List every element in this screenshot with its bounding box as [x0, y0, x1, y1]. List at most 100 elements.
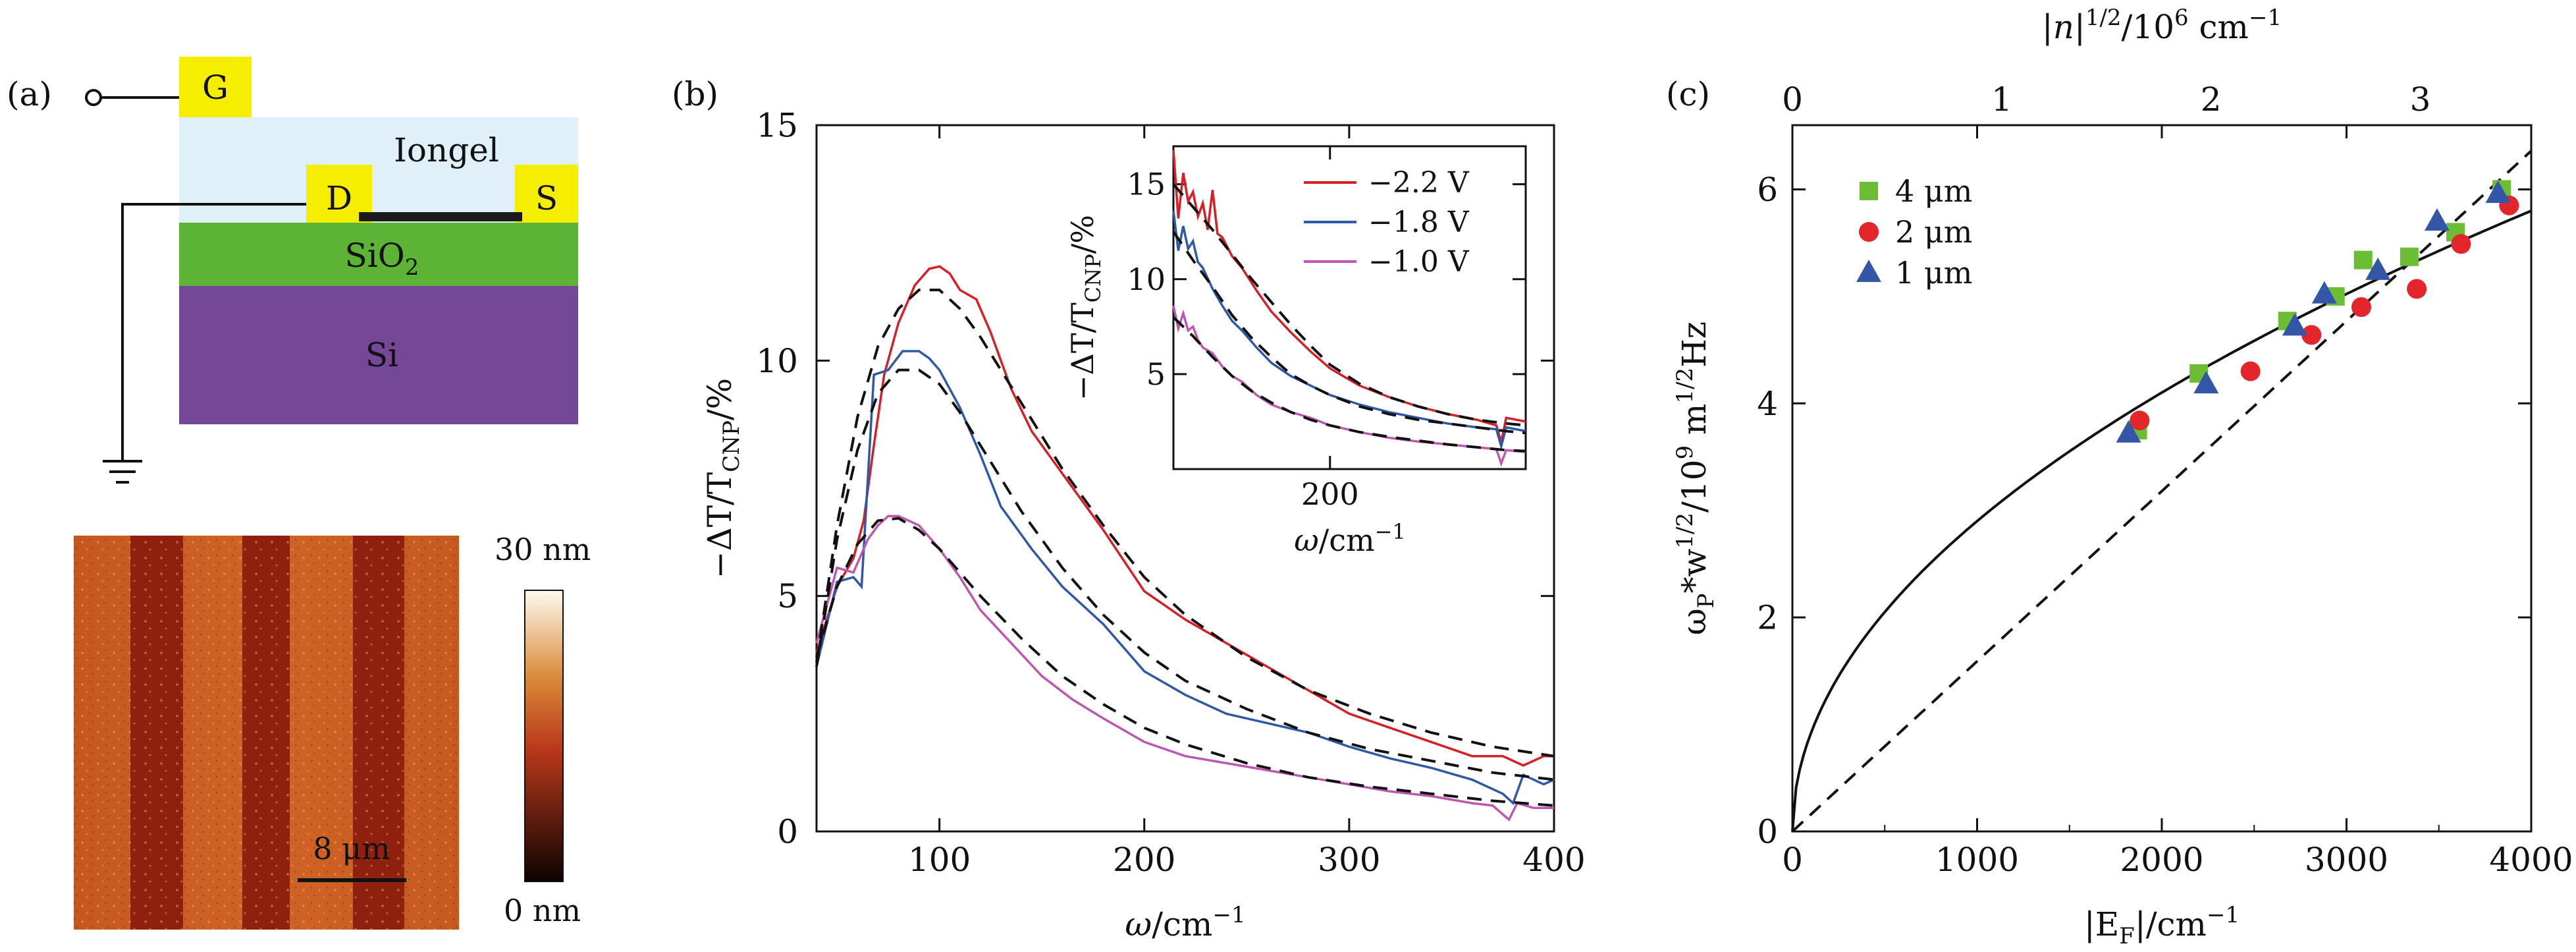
data-point-triangle [2485, 180, 2511, 203]
scale-bar-label: 8 μm [313, 831, 390, 866]
x-tick-label: 100 [908, 841, 971, 879]
legend-marker [1859, 222, 1879, 242]
afm-image: 8 μm [74, 536, 459, 930]
inset-x-tick-labels: 200 [1301, 476, 1359, 512]
legend-marker [1860, 182, 1878, 200]
legend-label: 4 μm [1895, 173, 1972, 209]
legend-label: −1.8 V [1368, 206, 1470, 239]
top-tick-label: 3 [2410, 80, 2431, 119]
sqrt-fit-line [1791, 210, 2532, 832]
plot-c-y-tick-labels: 0 2 4 6 [1757, 171, 1778, 851]
y-tick-label: 10 [756, 342, 798, 380]
inset-legend: −2.2 V −1.8 V −1.0 V [1304, 166, 1470, 279]
panel-c: (c) 0 1000 2000 3000 4000 0 1 2 3 0 2 4 6 4 μm 2 μm… [1666, 5, 2573, 949]
plot-c-y-axis-label: ωP*w1/2/109 m1/2Hz [1672, 322, 1719, 635]
gate-label: G [202, 69, 228, 107]
sio2-label: SiO2 [345, 237, 419, 281]
inset-series [1172, 150, 1526, 467]
inset-x-axis-label: ω/cm−1 [1294, 519, 1406, 558]
data-point-triangle [2116, 420, 2141, 443]
x-tick-label: 400 [1522, 841, 1585, 879]
top-tick-label: 1 [1991, 80, 2012, 119]
data-point-square [2400, 247, 2419, 266]
sio2-layer [179, 223, 578, 286]
plot-c-x-axis-label: |EF|/cm−1 [2084, 902, 2240, 949]
fit-line [1172, 183, 1526, 427]
top-tick-label: 0 [1782, 80, 1803, 119]
data-point-square [2353, 250, 2373, 269]
y-tick-label: 15 [1127, 167, 1166, 202]
series-line [815, 350, 1555, 806]
panel-a-label: (a) [7, 75, 52, 113]
colorbar-min-label: 0 nm [504, 893, 581, 928]
inset-y-tick-labels: 5 10 15 [1127, 167, 1166, 392]
source-label: S [535, 179, 558, 217]
data-point-circle [2130, 410, 2150, 431]
graphene-channel [359, 212, 522, 221]
legend-label: −1.0 V [1368, 245, 1470, 279]
gate-terminal-icon [85, 89, 102, 106]
x-tick-label: 4000 [2489, 841, 2573, 879]
plot-b-frame [815, 124, 1555, 833]
panel-b-label: (b) [672, 75, 718, 113]
data-point-triangle [2193, 371, 2219, 394]
linear-fit-line [1791, 150, 2533, 833]
data-point-triangle [2311, 281, 2337, 304]
data-point-triangle [2282, 313, 2307, 336]
inset-frame [1172, 145, 1527, 470]
top-tick-label: 2 [2201, 80, 2222, 119]
y-tick-label: 5 [777, 577, 798, 615]
x-tick-label: 1000 [1935, 841, 2019, 879]
data-point-circle [2407, 279, 2427, 299]
y-tick-label: 5 [1146, 356, 1166, 392]
data-point-triangle [2424, 208, 2450, 231]
x-tick-label: 0 [1782, 841, 1803, 879]
drain-wire [121, 203, 306, 461]
colorbar [524, 590, 564, 882]
plot-b-series [815, 265, 1555, 822]
y-tick-label: 10 [1127, 262, 1166, 297]
panel-b: (b) 100 200 300 400 0 5 10 15 ω/cm−1 −ΔT/TCNP/… [672, 75, 1586, 943]
data-point-circle [2301, 325, 2322, 345]
panel-a: (a) G Iongel D S SiO2 Si [7, 57, 591, 930]
data-point-circle [2351, 297, 2371, 318]
source-contact [515, 165, 578, 223]
plot-c-x-tick-labels: 0 1000 2000 3000 4000 [1782, 841, 2573, 879]
plot-c-top-tick-labels: 0 1 2 3 [1782, 80, 2430, 119]
gate-contact [179, 57, 252, 117]
y-tick-label: 6 [1757, 171, 1778, 209]
series-line [815, 265, 1554, 767]
y-tick-label: 2 [1757, 599, 1778, 637]
si-label: Si [365, 336, 398, 374]
plot-c-top-axis-label: |n|1/2/106 cm−1 [2042, 5, 2282, 46]
y-tick-label: 0 [1757, 813, 1778, 851]
y-tick-label: 0 [777, 813, 798, 851]
plot-c-markers [2116, 180, 2519, 443]
plot-c-fit-curves [1791, 150, 2533, 833]
series-line [815, 515, 1554, 822]
colorbar-max-label: 30 nm [495, 532, 591, 567]
si-layer [179, 286, 578, 424]
drain-label: D [326, 179, 352, 217]
legend-label: 1 μm [1895, 255, 1972, 291]
iongel-label: Iongel [394, 131, 499, 169]
panel-c-label: (c) [1666, 75, 1710, 113]
x-tick-label: 3000 [2305, 841, 2388, 879]
data-point-circle [2240, 361, 2261, 381]
legend-marker [1856, 260, 1881, 282]
x-tick-label: 300 [1318, 841, 1380, 879]
fit-line [815, 368, 1555, 781]
legend-label: 2 μm [1895, 214, 1972, 250]
plot-b-y-tick-labels: 0 5 10 15 [756, 107, 798, 851]
plot-b-x-axis-label: ω/cm−1 [1125, 902, 1245, 943]
plot-b-y-axis-label: −ΔT/TCNP/% [701, 378, 745, 579]
fit-line [815, 517, 1555, 807]
fit-line [815, 289, 1555, 758]
x-tick-label: 2000 [2120, 841, 2203, 879]
data-point-circle [2451, 234, 2471, 254]
inset-y-axis-label: −ΔT/TCNP/% [1065, 215, 1106, 401]
data-point-triangle [2365, 257, 2391, 280]
x-tick-label: 200 [1113, 841, 1175, 879]
legend-label: −2.2 V [1368, 166, 1470, 200]
